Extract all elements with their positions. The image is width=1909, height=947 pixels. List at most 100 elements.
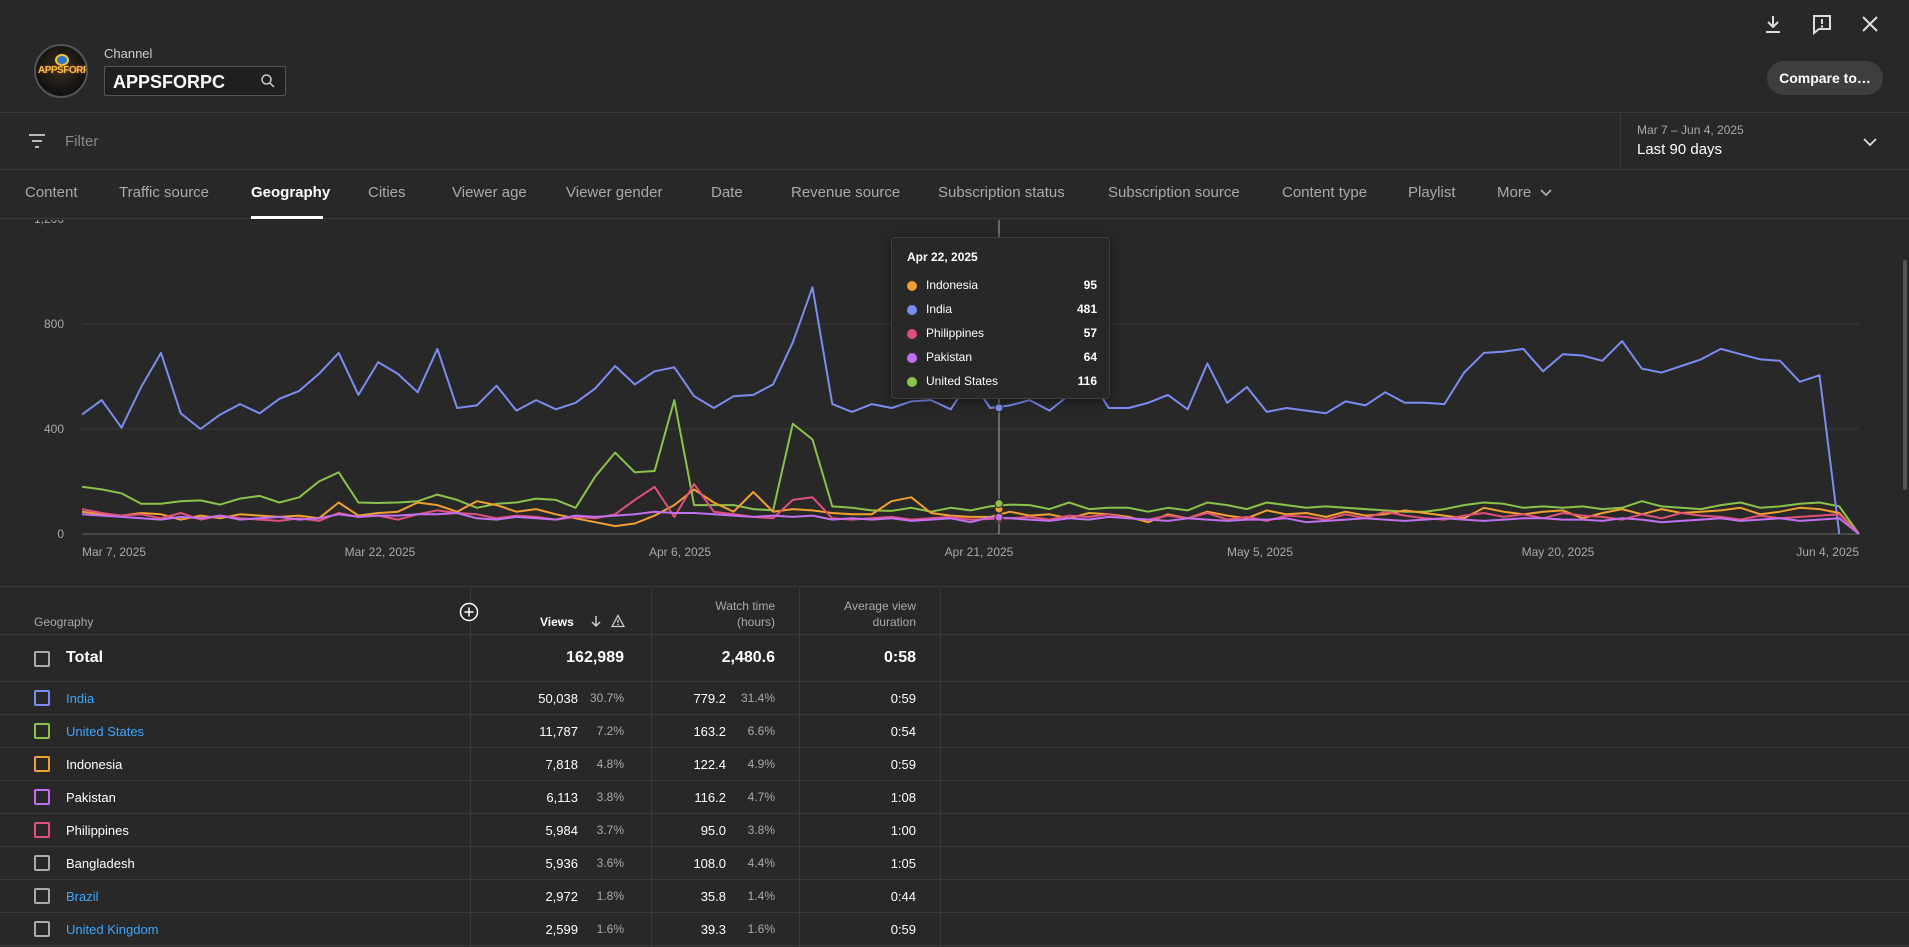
tooltip-row: Philippines 57	[907, 326, 1097, 342]
y-tick-label: 1,200	[34, 220, 64, 226]
total-average-duration: 0:58	[883, 649, 916, 666]
tooltip-series-name: Philippines	[926, 326, 985, 340]
row-checkbox[interactable]	[34, 888, 50, 904]
table-row[interactable]: India 50,038 30.7% 779.2 31.4% 0:59	[0, 682, 1909, 715]
views-percent: 30.7%	[589, 691, 624, 705]
tab-geography[interactable]: Geography	[251, 184, 331, 201]
table-row[interactable]: Indonesia 7,818 4.8% 122.4 4.9% 0:59	[0, 748, 1909, 781]
y-tick-label: 0	[57, 527, 64, 541]
country-name[interactable]: India	[66, 691, 95, 706]
watch-time-percent: 4.4%	[747, 856, 775, 870]
y-tick-label: 400	[44, 422, 64, 436]
total-checkbox[interactable]	[34, 651, 50, 667]
header: APPSFORPC Channel APPSFORPC Compare to…	[0, 0, 1909, 113]
country-name[interactable]: Brazil	[66, 889, 99, 904]
header-watch-time-line2: (hours)	[736, 615, 775, 629]
header-views[interactable]: Views	[540, 615, 574, 629]
tab-viewer-gender[interactable]: Viewer gender	[566, 184, 663, 201]
views-value: 5,984	[545, 823, 578, 838]
tab-content-type[interactable]: Content type	[1282, 184, 1368, 201]
row-checkbox[interactable]	[34, 723, 50, 739]
table-row[interactable]: United States 11,787 7.2% 163.2 6.6% 0:54	[0, 715, 1909, 748]
row-checkbox[interactable]	[34, 921, 50, 937]
average-duration-value: 0:59	[890, 922, 916, 937]
tab-traffic-source[interactable]: Traffic source	[119, 184, 210, 201]
tooltip-series-name: Indonesia	[926, 278, 979, 292]
x-tick-label: Apr 21, 2025	[945, 545, 1014, 559]
tooltip-series-value: 481	[1076, 302, 1097, 316]
views-value: 6,113	[546, 790, 578, 805]
average-duration-value: 0:59	[890, 691, 916, 706]
header-average-view-duration[interactable]: Average view duration	[844, 598, 916, 630]
chevron-down-icon[interactable]	[1862, 134, 1878, 150]
country-name: Indonesia	[66, 757, 123, 772]
row-checkbox[interactable]	[34, 756, 50, 772]
series-line-united-states[interactable]	[81, 399, 1860, 535]
download-icon[interactable]	[1761, 12, 1785, 36]
tab-playlist[interactable]: Playlist	[1408, 184, 1456, 201]
tab-subscription-source[interactable]: Subscription source	[1108, 184, 1240, 201]
tab-date[interactable]: Date	[711, 184, 743, 201]
table-row[interactable]: Bangladesh 5,936 3.6% 108.0 4.4% 1:05	[0, 847, 1909, 880]
average-duration-value: 0:44	[890, 889, 916, 904]
views-percent: 3.6%	[596, 856, 624, 870]
row-checkbox[interactable]	[34, 789, 50, 805]
filter-icon[interactable]	[28, 133, 46, 149]
tooltip-series-name: India	[926, 302, 953, 316]
tooltip-series-value: 116	[1077, 374, 1097, 388]
scrollbar[interactable]	[1903, 260, 1907, 490]
warning-icon[interactable]	[611, 614, 625, 628]
tab-subscription-status[interactable]: Subscription status	[938, 184, 1065, 201]
table-row[interactable]: Pakistan 6,113 3.8% 116.2 4.7% 1:08	[0, 781, 1909, 814]
watch-time-percent: 4.7%	[747, 790, 775, 804]
header-watch-time[interactable]: Watch time (hours)	[715, 598, 775, 630]
column-divider	[940, 587, 941, 947]
date-period-label: Last 90 days	[1637, 141, 1723, 158]
tab-revenue-source[interactable]: Revenue source	[791, 184, 901, 201]
close-icon[interactable]	[1858, 12, 1882, 36]
total-views: 162,989	[566, 649, 624, 666]
watch-time-percent: 1.4%	[747, 889, 775, 903]
watch-time-percent: 3.8%	[747, 823, 775, 837]
row-checkbox[interactable]	[34, 855, 50, 871]
series-line-pakistan[interactable]	[81, 510, 1860, 535]
search-icon[interactable]	[259, 72, 277, 90]
channel-selector[interactable]: APPSFORPC	[104, 66, 286, 96]
series-line-indonesia[interactable]	[81, 488, 1860, 535]
tab-viewer-age[interactable]: Viewer age	[452, 184, 527, 201]
country-name[interactable]: United Kingdom	[66, 922, 159, 937]
legend-dot	[907, 281, 917, 291]
add-column-icon[interactable]	[459, 602, 479, 622]
total-watch-time: 2,480.6	[721, 649, 775, 666]
watch-time-value: 779.2	[693, 691, 726, 706]
tab-content[interactable]: Content	[25, 184, 78, 201]
tooltip-series-name: Pakistan	[926, 350, 973, 364]
table-row[interactable]: Philippines 5,984 3.7% 95.0 3.8% 1:00	[0, 814, 1909, 847]
x-tick-label: Mar 7, 2025	[82, 545, 146, 559]
x-tick-label: May 5, 2025	[1227, 545, 1293, 559]
date-range-selector[interactable]: Mar 7 – Jun 4, 2025 Last 90 days	[1620, 114, 1909, 170]
report-tabs: Content Traffic source Geography Cities …	[0, 171, 1909, 219]
sort-down-icon[interactable]	[589, 614, 603, 628]
table-row[interactable]: Brazil 2,972 1.8% 35.8 1.4% 0:44	[0, 880, 1909, 913]
hover-point	[994, 403, 1004, 413]
tooltip-series-value: 95	[1083, 278, 1097, 292]
average-duration-value: 1:00	[890, 823, 916, 838]
filter-input[interactable]: Filter	[65, 133, 99, 150]
tooltip-series-value: 64	[1083, 350, 1097, 364]
x-tick-label: Mar 22, 2025	[345, 545, 416, 559]
tab-cities[interactable]: Cities	[368, 184, 406, 201]
tooltip-series-value: 57	[1083, 326, 1097, 340]
header-geography[interactable]: Geography	[34, 615, 94, 629]
geography-line-chart[interactable]: 0 400 800 1,200 Mar 7, 2025 Mar 22, 2025 Apr …	[0, 220, 1909, 586]
feedback-icon[interactable]	[1810, 12, 1834, 36]
country-name[interactable]: United States	[66, 724, 145, 739]
row-checkbox[interactable]	[34, 822, 50, 838]
table-row[interactable]: United Kingdom 2,599 1.6% 39.3 1.6% 0:59	[0, 913, 1909, 946]
tab-more[interactable]: More	[1497, 184, 1553, 201]
compare-button[interactable]: Compare to…	[1767, 61, 1883, 95]
watch-time-percent: 31.4%	[740, 691, 775, 705]
row-checkbox[interactable]	[34, 690, 50, 706]
watch-time-percent: 4.9%	[747, 757, 775, 771]
views-value: 2,972	[545, 889, 578, 904]
